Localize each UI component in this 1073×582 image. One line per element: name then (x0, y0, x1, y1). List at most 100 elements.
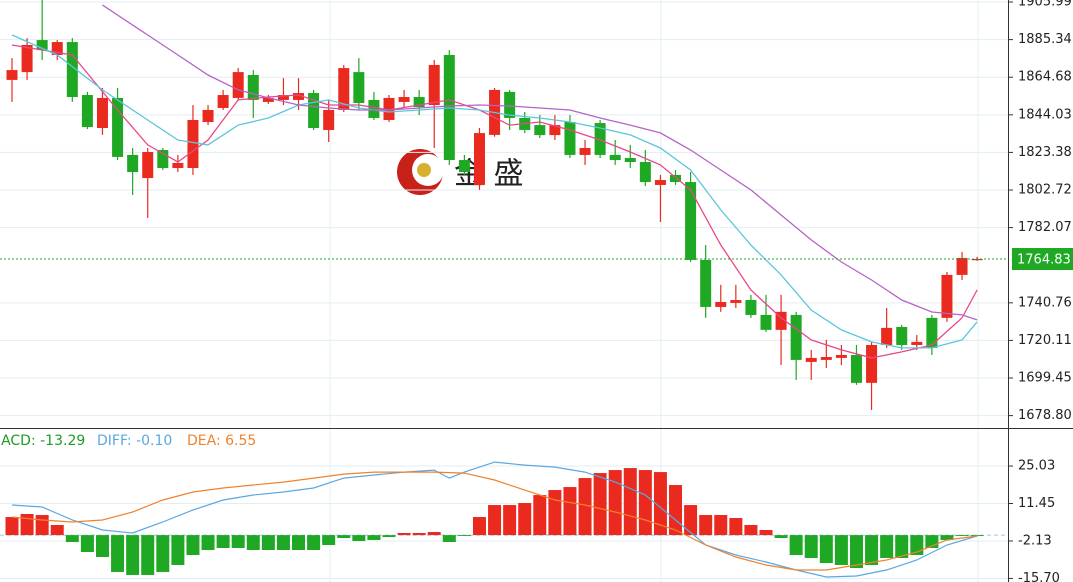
candle-body (81, 95, 93, 128)
candle-body (941, 274, 953, 318)
macd-label: MACD: -13.29 (0, 433, 85, 449)
candle-body (96, 97, 108, 128)
candle-body (473, 133, 485, 185)
candle-body (413, 97, 425, 108)
macd-bar (231, 535, 245, 548)
candle-body (685, 182, 697, 260)
y-tick-label: 1782.07 (1018, 220, 1072, 235)
candle-body (654, 180, 666, 185)
y-tick-label: 1905.99 (1018, 0, 1072, 10)
candle-body (428, 64, 440, 106)
y-tick-label: 1740.76 (1018, 295, 1072, 310)
candle-body (323, 109, 335, 130)
last-price-box (1012, 248, 1073, 271)
macd-bar (216, 535, 230, 548)
candle-body (760, 314, 772, 330)
candle-body (383, 97, 395, 120)
candle-body (881, 327, 893, 345)
macd-bar (880, 535, 894, 558)
dea-label: DEA: 6.55 (187, 433, 256, 449)
diff-label: DIFF: -0.10 (97, 433, 172, 449)
macd-bar (895, 535, 909, 558)
macd-bar (457, 535, 471, 537)
macd-bar (488, 505, 502, 536)
macd-bar (427, 532, 441, 536)
candle-body (670, 174, 682, 183)
candle-body (579, 148, 591, 155)
y-tick-label: 1678.80 (1018, 408, 1072, 423)
candle-body (911, 341, 923, 345)
indicator-line (11, 471, 978, 571)
candle-body (21, 44, 33, 73)
macd-bar (276, 535, 290, 550)
candle-body (308, 93, 320, 128)
candle-body (36, 40, 48, 51)
y-tick-label: 1823.38 (1018, 145, 1072, 160)
macd-bar (246, 535, 260, 550)
candle-body (504, 91, 516, 118)
candle-body (187, 119, 199, 169)
macd-bar (804, 535, 818, 558)
candle-body (293, 93, 305, 100)
macd-bar (623, 468, 637, 536)
candle-body (549, 125, 561, 136)
macd-bar (593, 473, 607, 536)
candle-body (850, 354, 862, 383)
macd-bar (65, 535, 79, 542)
macd-bar (669, 485, 683, 536)
candle-body (594, 123, 606, 155)
logo-dot (417, 163, 431, 177)
macd-bar (111, 535, 125, 572)
y-tick-label: 1720.11 (1018, 333, 1072, 348)
macd-bar (955, 535, 969, 537)
macd-bar (126, 535, 140, 575)
macd-bar (759, 530, 773, 536)
macd-bar (472, 517, 486, 536)
macd-bar (578, 478, 592, 536)
candle-body (51, 42, 63, 55)
macd-bar (714, 515, 728, 536)
candle-body (277, 95, 289, 100)
candle-body (820, 357, 832, 360)
candle-body (458, 160, 470, 173)
y-tick-label: 1864.68 (1018, 70, 1072, 85)
macd-bar (171, 535, 185, 565)
candle-body (368, 99, 380, 118)
macd-bar (337, 535, 351, 538)
candle-body (142, 152, 154, 179)
candle-body (157, 150, 169, 169)
macd-bar (35, 515, 49, 536)
macd-bar (729, 518, 743, 536)
candle-body (217, 95, 229, 108)
candle-body (926, 317, 938, 348)
macd-bar (744, 525, 758, 536)
macd-bar (699, 515, 713, 536)
macd-bar (638, 470, 652, 536)
y-tick-label: -15.70 (1018, 571, 1060, 582)
macd-bar (80, 535, 94, 552)
macd-bar (95, 535, 109, 557)
macd-bar (261, 535, 275, 550)
candle-body (730, 300, 742, 303)
macd-bar (156, 535, 170, 572)
macd-bar (307, 535, 321, 550)
candle-body (262, 97, 274, 102)
candle-body (775, 311, 787, 330)
macd-bar (292, 535, 306, 550)
candle-body (398, 97, 410, 102)
macd-bar (186, 535, 200, 555)
indicator-line (102, 4, 978, 321)
macd-bar (533, 495, 547, 536)
candle-body (700, 259, 712, 307)
indicator-line (11, 34, 978, 349)
macd-bar (940, 535, 954, 540)
candle-body (127, 154, 139, 173)
candle-body (745, 300, 757, 315)
candle-body (624, 158, 636, 163)
macd-bar (865, 535, 879, 565)
macd-bar (352, 535, 366, 542)
candle-body (971, 259, 983, 261)
y-tick-label: 1885.34 (1018, 32, 1072, 47)
macd-bar (653, 472, 667, 536)
candle-body (866, 344, 878, 383)
